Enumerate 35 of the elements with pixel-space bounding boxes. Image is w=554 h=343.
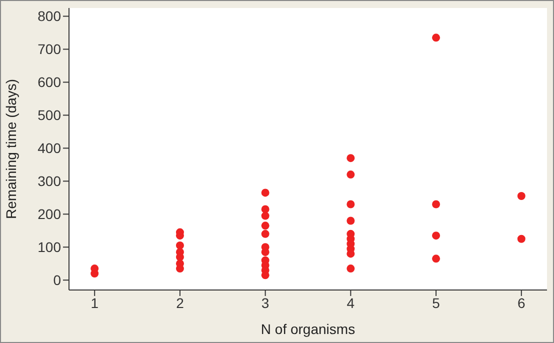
y-axis-title: Remaining time (days) bbox=[2, 78, 19, 219]
y-tick-label: 800 bbox=[38, 8, 62, 24]
y-tick-label: 0 bbox=[53, 272, 62, 288]
point bbox=[432, 200, 440, 208]
point bbox=[261, 212, 270, 220]
x-tick-label: 2 bbox=[176, 294, 184, 311]
x-tick-label: 4 bbox=[346, 294, 355, 311]
y-tick-label: 500 bbox=[38, 107, 62, 124]
point bbox=[517, 234, 526, 243]
point bbox=[90, 270, 99, 278]
point bbox=[346, 216, 355, 225]
point bbox=[261, 205, 270, 214]
point bbox=[346, 200, 355, 208]
point bbox=[346, 154, 355, 162]
x-axis-title: N of organisms bbox=[260, 321, 356, 337]
point bbox=[261, 222, 270, 230]
x-tick-label: 1 bbox=[90, 294, 99, 311]
point bbox=[346, 264, 355, 273]
point bbox=[432, 232, 440, 240]
y-tick-label: 100 bbox=[38, 239, 62, 256]
y-tick-label: 300 bbox=[38, 173, 62, 190]
y-tick-label: 400 bbox=[38, 140, 62, 156]
x-tick-label: 3 bbox=[261, 294, 270, 311]
x-tick-label: 6 bbox=[517, 294, 526, 311]
y-tick-label: 700 bbox=[38, 41, 62, 58]
point bbox=[432, 254, 440, 263]
y-tick-label: 200 bbox=[38, 206, 62, 222]
point bbox=[176, 241, 184, 250]
y-tick-label: 600 bbox=[38, 74, 62, 90]
point bbox=[432, 34, 440, 42]
point bbox=[346, 170, 355, 179]
point bbox=[517, 192, 526, 200]
x-tick-label: 5 bbox=[432, 294, 440, 311]
point bbox=[261, 188, 270, 197]
point bbox=[261, 230, 270, 238]
